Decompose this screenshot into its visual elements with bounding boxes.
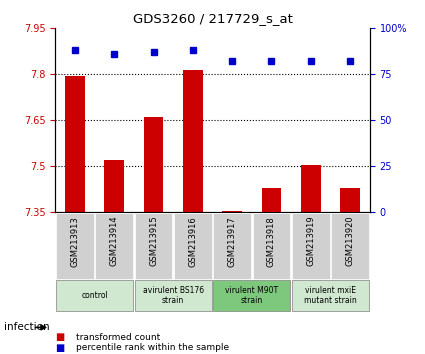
Text: percentile rank within the sample: percentile rank within the sample (76, 343, 230, 352)
FancyBboxPatch shape (213, 213, 251, 279)
Bar (105, 160, 124, 212)
Text: GSM213914: GSM213914 (110, 216, 119, 267)
Text: GSM213920: GSM213920 (346, 216, 354, 267)
FancyBboxPatch shape (56, 213, 94, 279)
FancyBboxPatch shape (331, 213, 369, 279)
Bar (222, 211, 242, 212)
FancyBboxPatch shape (292, 213, 330, 279)
Bar (262, 188, 281, 212)
Text: ■: ■ (55, 332, 65, 342)
Text: GSM213918: GSM213918 (267, 216, 276, 267)
Text: GSM213917: GSM213917 (228, 216, 237, 267)
Text: GSM213913: GSM213913 (71, 216, 79, 267)
Text: GSM213915: GSM213915 (149, 216, 158, 267)
Text: GSM213919: GSM213919 (306, 216, 315, 267)
FancyBboxPatch shape (56, 280, 133, 311)
Text: GDS3260 / 217729_s_at: GDS3260 / 217729_s_at (133, 12, 292, 25)
Text: virulent mxiE
mutant strain: virulent mxiE mutant strain (304, 286, 357, 305)
FancyBboxPatch shape (292, 280, 369, 311)
FancyBboxPatch shape (174, 213, 212, 279)
Bar (183, 70, 203, 212)
Text: virulent M90T
strain: virulent M90T strain (225, 286, 278, 305)
Bar (65, 76, 85, 212)
FancyBboxPatch shape (135, 213, 173, 279)
Text: GSM213916: GSM213916 (188, 216, 197, 267)
FancyBboxPatch shape (135, 280, 212, 311)
Text: avirulent BS176
strain: avirulent BS176 strain (143, 286, 204, 305)
FancyBboxPatch shape (213, 280, 290, 311)
Text: ■: ■ (55, 343, 65, 353)
Bar (340, 188, 360, 212)
Text: control: control (81, 291, 108, 300)
Text: transformed count: transformed count (76, 332, 161, 342)
FancyBboxPatch shape (95, 213, 133, 279)
Bar (144, 117, 163, 212)
Bar (301, 165, 320, 212)
Text: infection: infection (4, 322, 50, 332)
FancyBboxPatch shape (252, 213, 290, 279)
